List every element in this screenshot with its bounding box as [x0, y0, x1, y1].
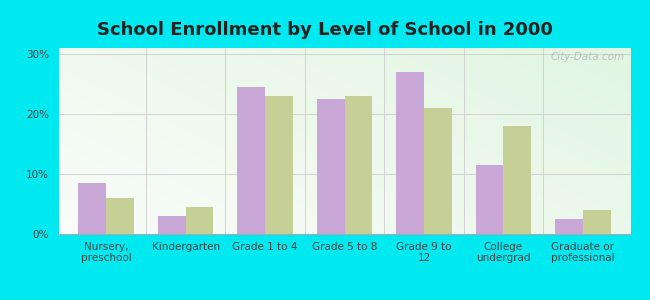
- Text: School Enrollment by Level of School in 2000: School Enrollment by Level of School in …: [97, 21, 553, 39]
- Bar: [237, 87, 265, 234]
- Bar: [265, 96, 293, 234]
- Bar: [555, 219, 583, 234]
- Bar: [583, 210, 610, 234]
- Bar: [476, 165, 503, 234]
- Bar: [79, 183, 106, 234]
- Bar: [186, 207, 213, 234]
- Bar: [396, 72, 424, 234]
- Text: City-Data.com: City-Data.com: [551, 52, 625, 62]
- Bar: [158, 216, 186, 234]
- Bar: [344, 96, 372, 234]
- Bar: [424, 108, 452, 234]
- Bar: [503, 126, 531, 234]
- Bar: [106, 198, 134, 234]
- Bar: [317, 99, 345, 234]
